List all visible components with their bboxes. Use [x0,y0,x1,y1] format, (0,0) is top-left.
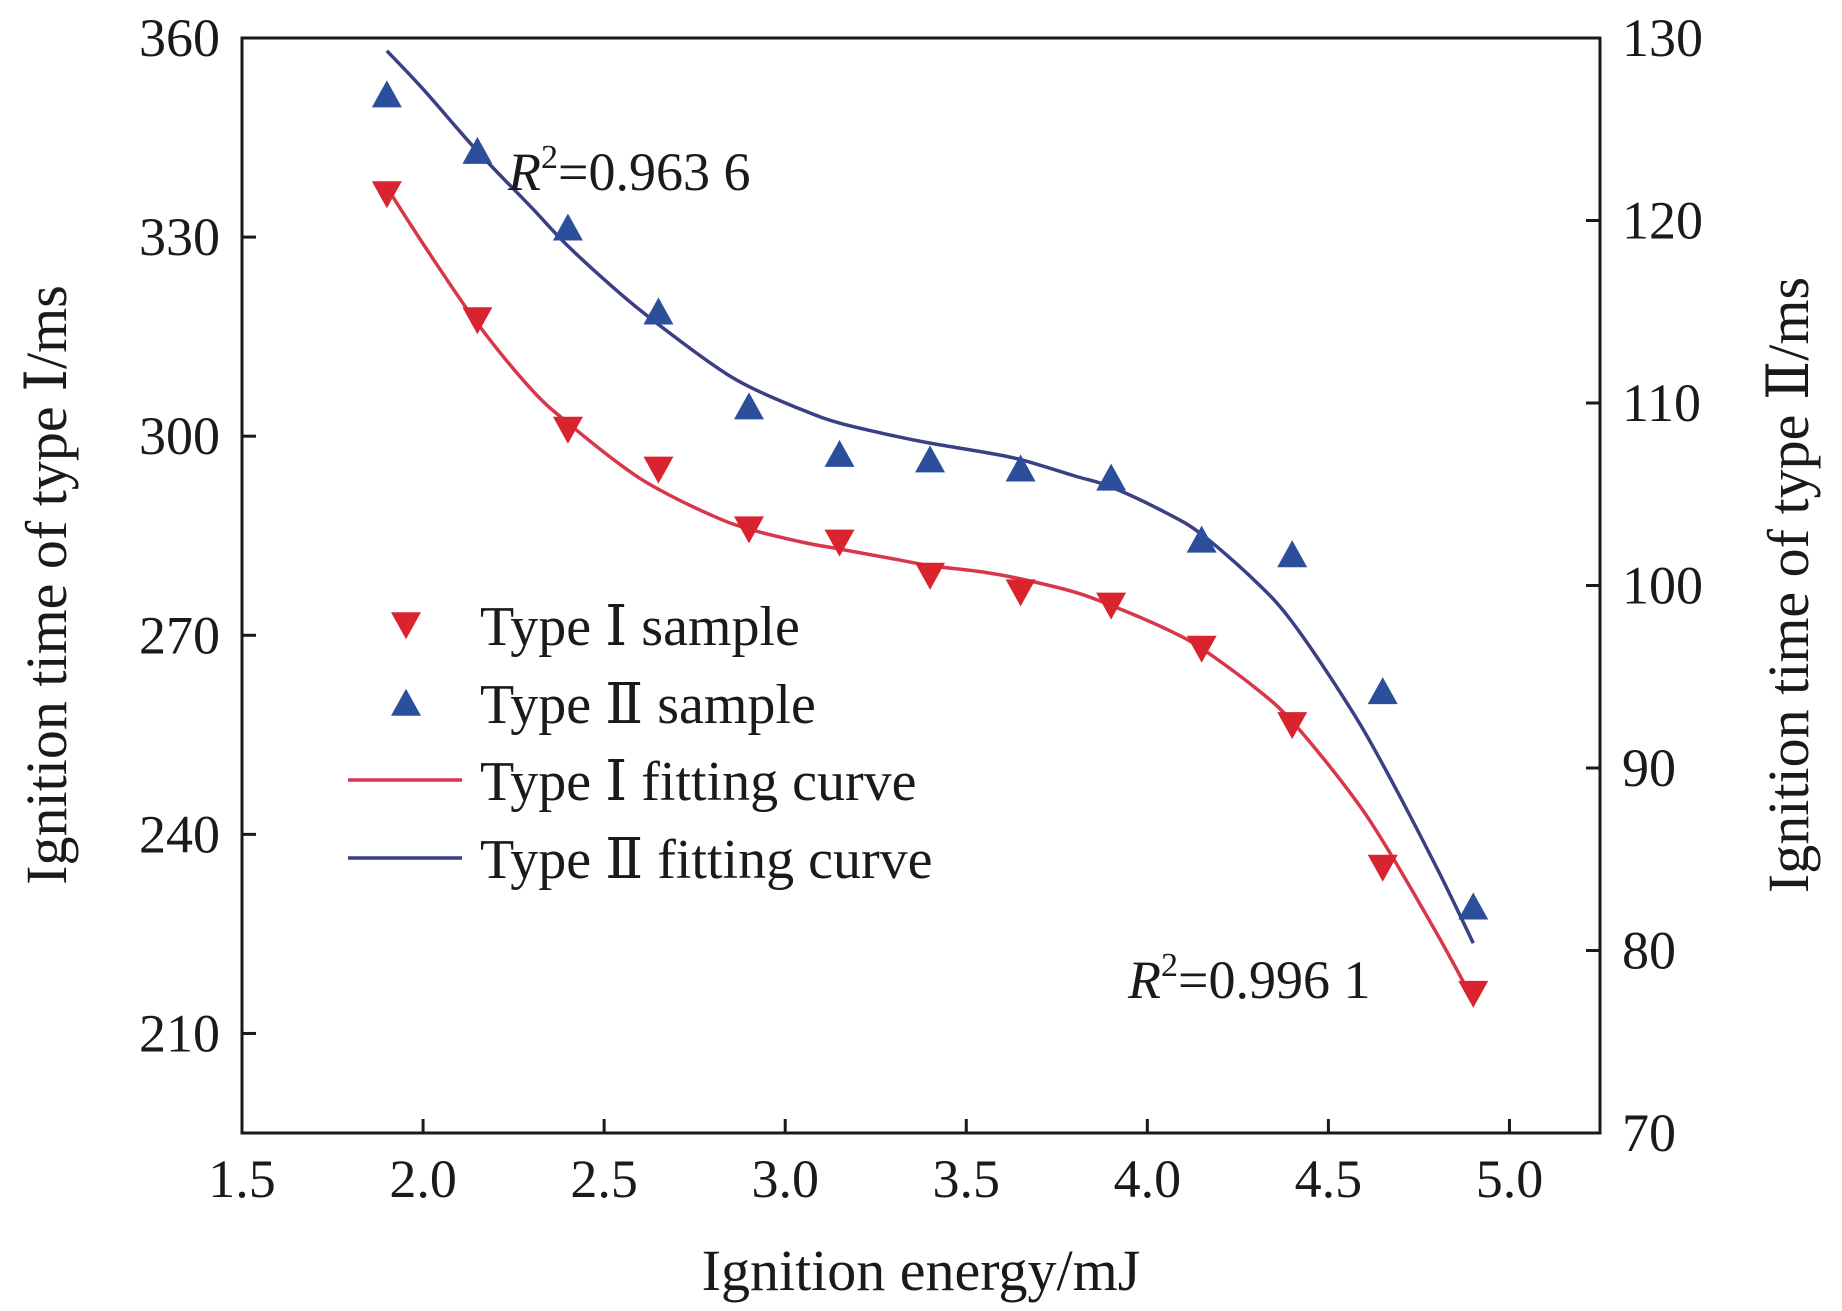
legend-label: Type Ⅰ fitting curve [480,751,917,813]
x-tick-label: 4.5 [1295,1149,1363,1209]
left-y-tick-label: 300 [139,406,220,466]
type1-sample-point [462,307,493,335]
x-axis-label: Ignition energy/mJ [702,1238,1141,1303]
left-y-tick-label: 240 [139,804,220,864]
right-y-tick-label: 90 [1622,738,1676,798]
left-y-tick-label: 360 [139,8,220,68]
x-tick-label: 3.5 [933,1149,1001,1209]
type2-sample-point [371,80,402,108]
r2-type2-sup: 2 [541,139,558,176]
plot-frame [240,36,1602,1135]
type1-sample-point [1458,980,1489,1008]
type2-sample-point [1458,892,1489,920]
sample-markers [371,80,1489,1008]
r2-type2-annotation: R2=0.963 6 [507,139,750,202]
right-y-axis-ticks: 70 80 90 100 110 120 130 [1586,8,1703,1163]
type1-sample-point [643,456,674,484]
type2-sample-point [915,445,946,473]
left-y-tick-label: 210 [139,1003,220,1063]
right-y-tick-label: 70 [1622,1103,1676,1163]
right-y-tick-label: 120 [1622,191,1703,251]
right-y-tick-label: 80 [1622,921,1676,981]
left-y-tick-label: 270 [139,605,220,665]
type1-sample-point [1277,712,1308,740]
right-y-tick-label: 110 [1622,373,1701,433]
type1-sample-point [371,181,402,209]
x-tick-label: 5.0 [1476,1149,1544,1209]
legend-label: Type Ⅱ sample [480,674,816,736]
type2-sample-point [552,213,583,241]
x-tick-label: 2.5 [570,1149,638,1209]
type1-sample-point [1367,854,1398,882]
legend: Type Ⅰ sample Type Ⅱ sample Type Ⅰ fitting… [348,596,932,891]
x-tick-label: 3.0 [751,1149,819,1209]
type2-fitting-curve [385,49,1475,944]
left-y-tick-label: 330 [139,207,220,267]
right-y-tick-label: 130 [1622,8,1703,68]
type2-sample-point [1367,677,1398,705]
r2-type1-value: =0.996 1 [1178,950,1370,1010]
r2-type1-symbol: R [1127,950,1161,1010]
x-tick-label: 2.0 [389,1149,457,1209]
type2-sample-point [462,136,493,164]
r2-type2-symbol: R [507,142,541,202]
left-y-axis-label: Ignition time of type Ⅰ/ms [14,285,79,885]
r2-type1-annotation: R2=0.996 1 [1127,947,1370,1010]
type1-sample-point [1096,592,1127,620]
type1-sample-point [824,529,855,557]
left-y-axis-ticks: 210 240 270 300 330 360 [139,8,256,1063]
type2-sample-point [643,297,674,325]
type1-sample-point [552,416,583,444]
r2-type2-value: =0.963 6 [558,142,750,202]
type2-sample-point [1005,454,1036,482]
type1-sample-point [915,562,946,590]
legend-label: Type Ⅱ fitting curve [480,829,932,891]
x-axis-ticks: 1.5 2.0 2.5 3.0 3.5 4.0 4.5 5.0 [208,1119,1543,1209]
legend-label: Type Ⅰ sample [480,596,800,658]
right-y-tick-label: 100 [1622,556,1703,616]
type1-sample-point [733,516,764,544]
type2-sample-point [1096,463,1127,491]
r2-type1-sup: 2 [1161,947,1178,984]
type1-sample-point [1186,635,1217,663]
legend-type1-sample-symbol [391,612,421,640]
type2-sample-point [1186,525,1217,553]
legend-type2-sample-symbol [391,688,421,716]
right-y-axis-label: Ignition time of type Ⅱ/ms [1756,277,1821,893]
type2-sample-point [824,439,855,467]
type2-sample-point [733,392,764,420]
type2-sample-point [1277,540,1308,568]
x-tick-label: 4.0 [1114,1149,1182,1209]
x-tick-label: 1.5 [208,1149,276,1209]
type1-sample-point [1005,579,1036,607]
